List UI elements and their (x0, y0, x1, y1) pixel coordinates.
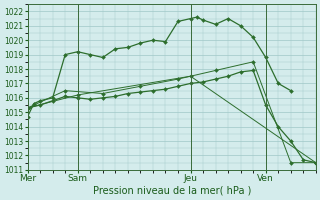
X-axis label: Pression niveau de la mer( hPa ): Pression niveau de la mer( hPa ) (92, 186, 251, 196)
